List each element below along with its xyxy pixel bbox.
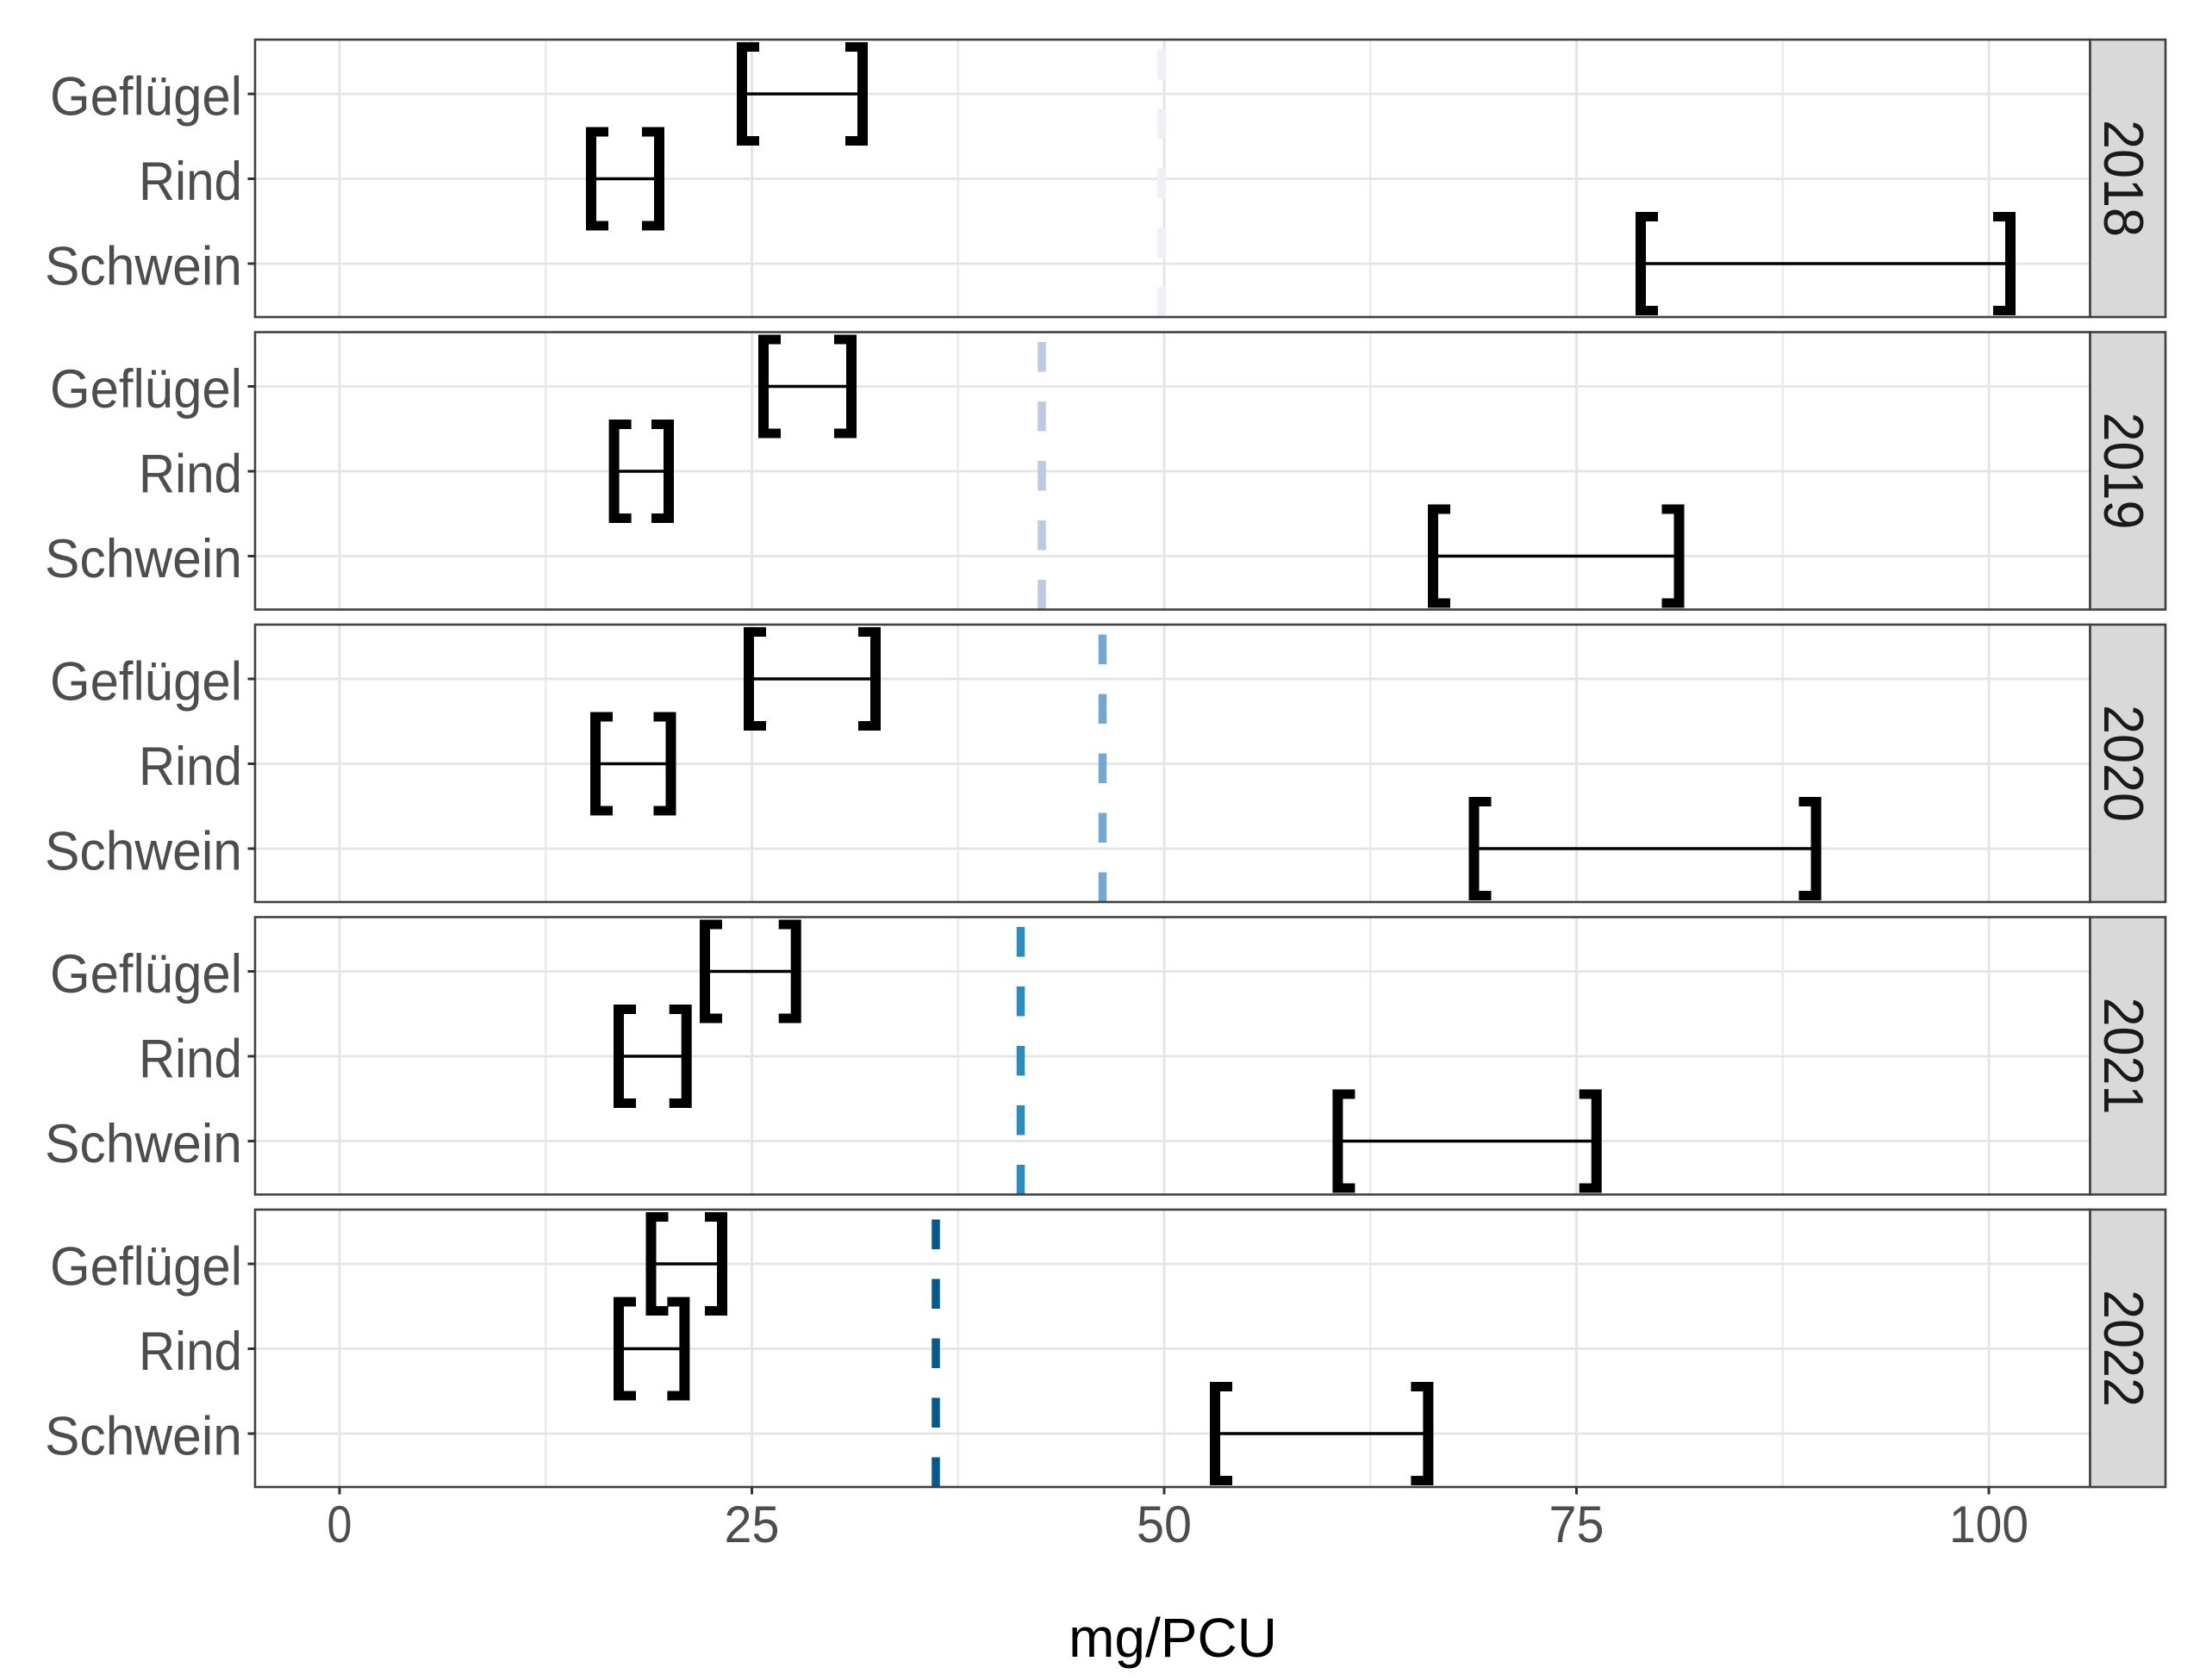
svg-text:0: 0 xyxy=(327,1496,352,1553)
svg-text:Rind: Rind xyxy=(139,445,242,505)
svg-text:50: 50 xyxy=(1137,1496,1192,1553)
svg-text:100: 100 xyxy=(1949,1496,2028,1553)
svg-text:Rind: Rind xyxy=(139,737,242,797)
svg-text:Rind: Rind xyxy=(139,1322,242,1382)
svg-text:Schwein: Schwein xyxy=(45,1114,242,1174)
svg-text:Schwein: Schwein xyxy=(45,822,242,882)
svg-text:75: 75 xyxy=(1549,1496,1605,1553)
svg-text:Geflügel: Geflügel xyxy=(50,944,242,1005)
svg-text:Geflügel: Geflügel xyxy=(50,1237,242,1297)
svg-text:2018: 2018 xyxy=(2092,120,2155,237)
svg-text:Schwein: Schwein xyxy=(45,237,242,297)
svg-text:2022: 2022 xyxy=(2092,1290,2155,1407)
svg-text:25: 25 xyxy=(725,1496,780,1553)
svg-text:2021: 2021 xyxy=(2092,998,2155,1115)
svg-text:2019: 2019 xyxy=(2092,413,2155,530)
svg-text:Geflügel: Geflügel xyxy=(50,652,242,712)
svg-text:Schwein: Schwein xyxy=(45,1407,242,1467)
svg-text:Rind: Rind xyxy=(139,152,242,212)
svg-text:mg/PCU: mg/PCU xyxy=(1069,1607,1277,1669)
svg-text:Rind: Rind xyxy=(139,1030,242,1090)
svg-text:Geflügel: Geflügel xyxy=(50,67,242,128)
svg-text:Schwein: Schwein xyxy=(45,529,242,589)
svg-text:Geflügel: Geflügel xyxy=(50,359,242,420)
svg-text:2020: 2020 xyxy=(2092,705,2155,822)
